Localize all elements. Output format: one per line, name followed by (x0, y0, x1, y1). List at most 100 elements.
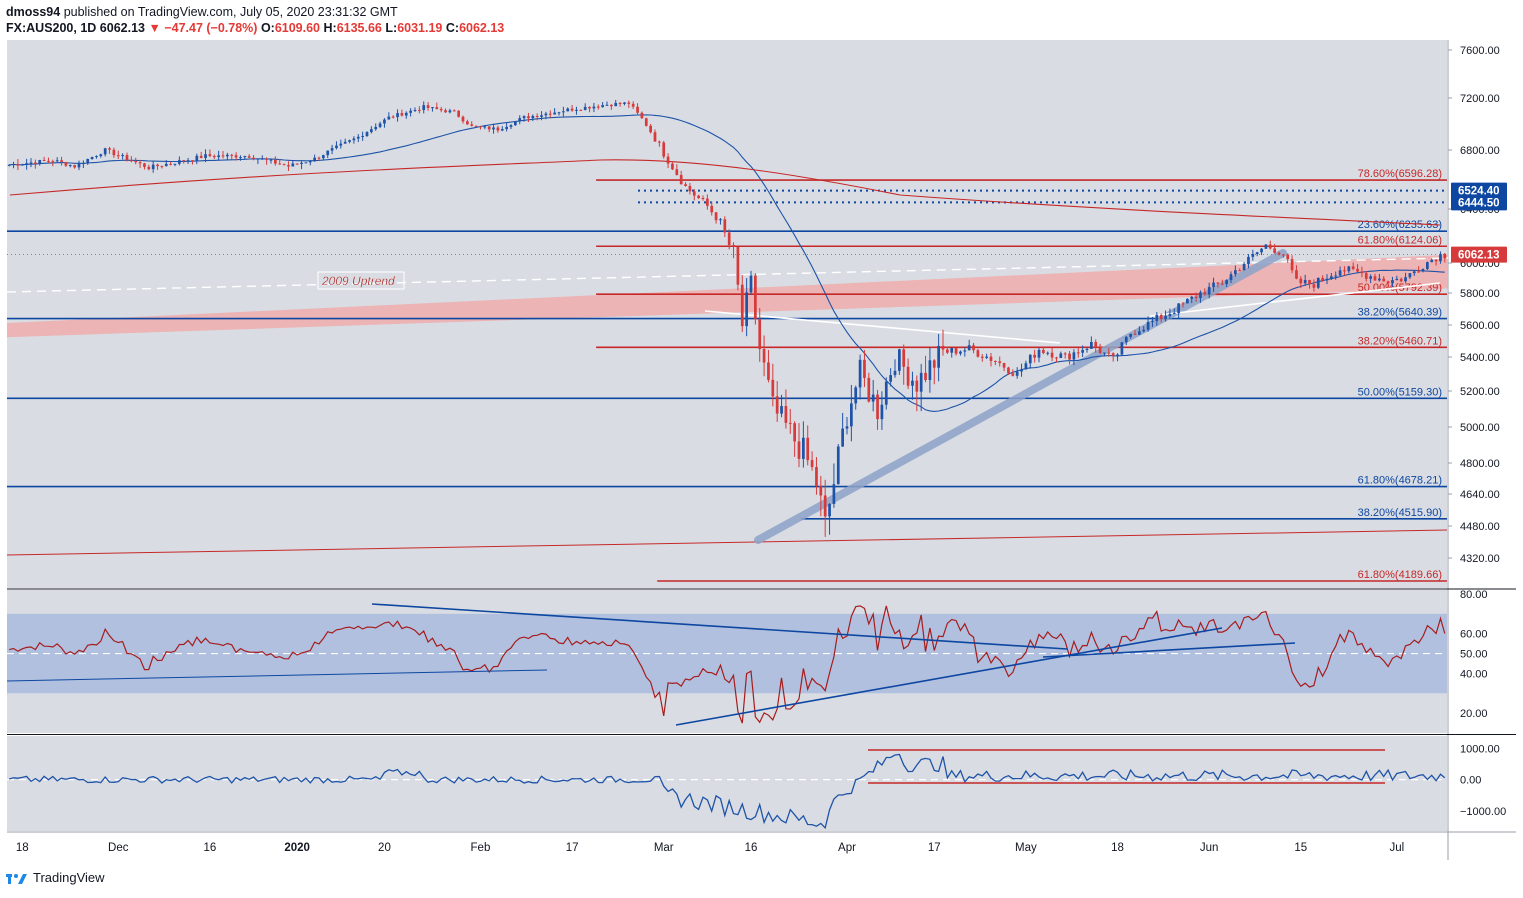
candle-body (1273, 248, 1276, 253)
candle-body (727, 232, 731, 246)
candle-body (544, 113, 548, 116)
candle-body (1343, 270, 1346, 272)
candle-body (339, 143, 343, 146)
candle-body (29, 162, 33, 164)
close-label: C: (445, 21, 460, 35)
candle-body (391, 116, 395, 118)
candle-body (749, 275, 753, 293)
candle-body (1011, 373, 1015, 376)
candle-body (889, 375, 892, 382)
candle-body (413, 109, 417, 111)
candle-body (1181, 303, 1185, 305)
candle-body (230, 154, 234, 156)
fib-level-label: 38.20%(5640.39) (1358, 307, 1442, 319)
candle-body (1081, 349, 1084, 353)
candle-body (1421, 268, 1425, 272)
footer-brand[interactable]: TradingView (33, 870, 105, 885)
candle-body (919, 372, 923, 392)
candle-body (431, 107, 434, 109)
candle-body (1024, 363, 1028, 370)
candle-body (570, 108, 574, 111)
candle-body (330, 148, 334, 151)
candle-body (1247, 256, 1250, 264)
candle-body (1015, 371, 1019, 376)
candle-body (649, 125, 652, 133)
candle-body (697, 195, 700, 199)
candle-body (1186, 298, 1189, 304)
candle-body (1439, 253, 1442, 262)
candle-body (156, 164, 159, 167)
candle-body (400, 113, 404, 116)
candle-body (396, 113, 399, 118)
fib-level-label: 50.00%(5159.30) (1358, 386, 1442, 398)
candle-body (884, 381, 888, 405)
candle-body (1382, 278, 1386, 282)
candle-body (950, 347, 954, 353)
candle-body (1107, 352, 1111, 354)
candle-body (1028, 354, 1032, 364)
candle-body (754, 275, 757, 320)
candle-body (723, 219, 727, 233)
price-badge-label: 6062.13 (1458, 250, 1500, 262)
low-value: 6031.19 (397, 21, 443, 35)
candle-body (1417, 271, 1420, 273)
price-tick-label: 4480.00 (1460, 521, 1500, 533)
fib-level-label: 61.80%(4189.66) (1358, 569, 1442, 581)
candle-body (863, 359, 866, 378)
candle-body (601, 105, 604, 108)
candle-body (514, 121, 517, 126)
candle-body (1351, 266, 1355, 269)
time-tick-label: Mar (654, 842, 674, 854)
candle-body (653, 132, 657, 142)
candle-body (147, 166, 151, 170)
candle-body (1055, 357, 1058, 359)
candle-body (374, 126, 378, 130)
candle-body (1312, 284, 1316, 288)
candle-body (1290, 259, 1294, 271)
candle-body (234, 155, 238, 158)
author-name[interactable]: dmoss94 (6, 5, 61, 19)
rising-trend-channel (754, 249, 1287, 544)
price-tick-label: 6800.00 (1460, 145, 1500, 157)
price-tick-label: 5800.00 (1460, 288, 1500, 300)
candle-body (710, 205, 714, 213)
candle-body (51, 161, 55, 163)
candle-body (1042, 349, 1045, 353)
candle-body (291, 163, 295, 167)
candle-body (1277, 252, 1281, 255)
candle-body (313, 157, 316, 162)
candle-body (64, 161, 68, 166)
oscillator-line (9, 753, 1446, 830)
white-trendline (704, 310, 1061, 344)
candle-body (1286, 254, 1290, 260)
candle-body (797, 441, 801, 459)
candle-body (1090, 341, 1093, 349)
candle-body (479, 126, 482, 128)
candle-body (260, 158, 264, 160)
candle-body (592, 106, 596, 109)
candle-body (191, 160, 194, 162)
candle-body (435, 107, 439, 109)
candle-body (73, 165, 76, 168)
candle-body (343, 141, 347, 144)
candle-body (802, 437, 805, 459)
candle-body (483, 126, 487, 128)
candle-body (1203, 292, 1207, 295)
close-value: 6062.13 (459, 21, 505, 35)
candle-body (967, 345, 971, 351)
candle-body (1002, 363, 1006, 368)
candle-body (1308, 279, 1311, 285)
candle-body (226, 154, 229, 157)
candle-body (815, 467, 818, 486)
candle-body (706, 198, 709, 206)
candle-body (1046, 352, 1050, 354)
candle-body (439, 108, 443, 111)
candle-body (636, 106, 639, 113)
candle-body (282, 164, 286, 166)
candle-body (422, 105, 426, 111)
candle-body (1138, 331, 1141, 335)
candle-body (308, 161, 312, 163)
candle-body (701, 198, 705, 200)
candle-body (134, 160, 138, 163)
